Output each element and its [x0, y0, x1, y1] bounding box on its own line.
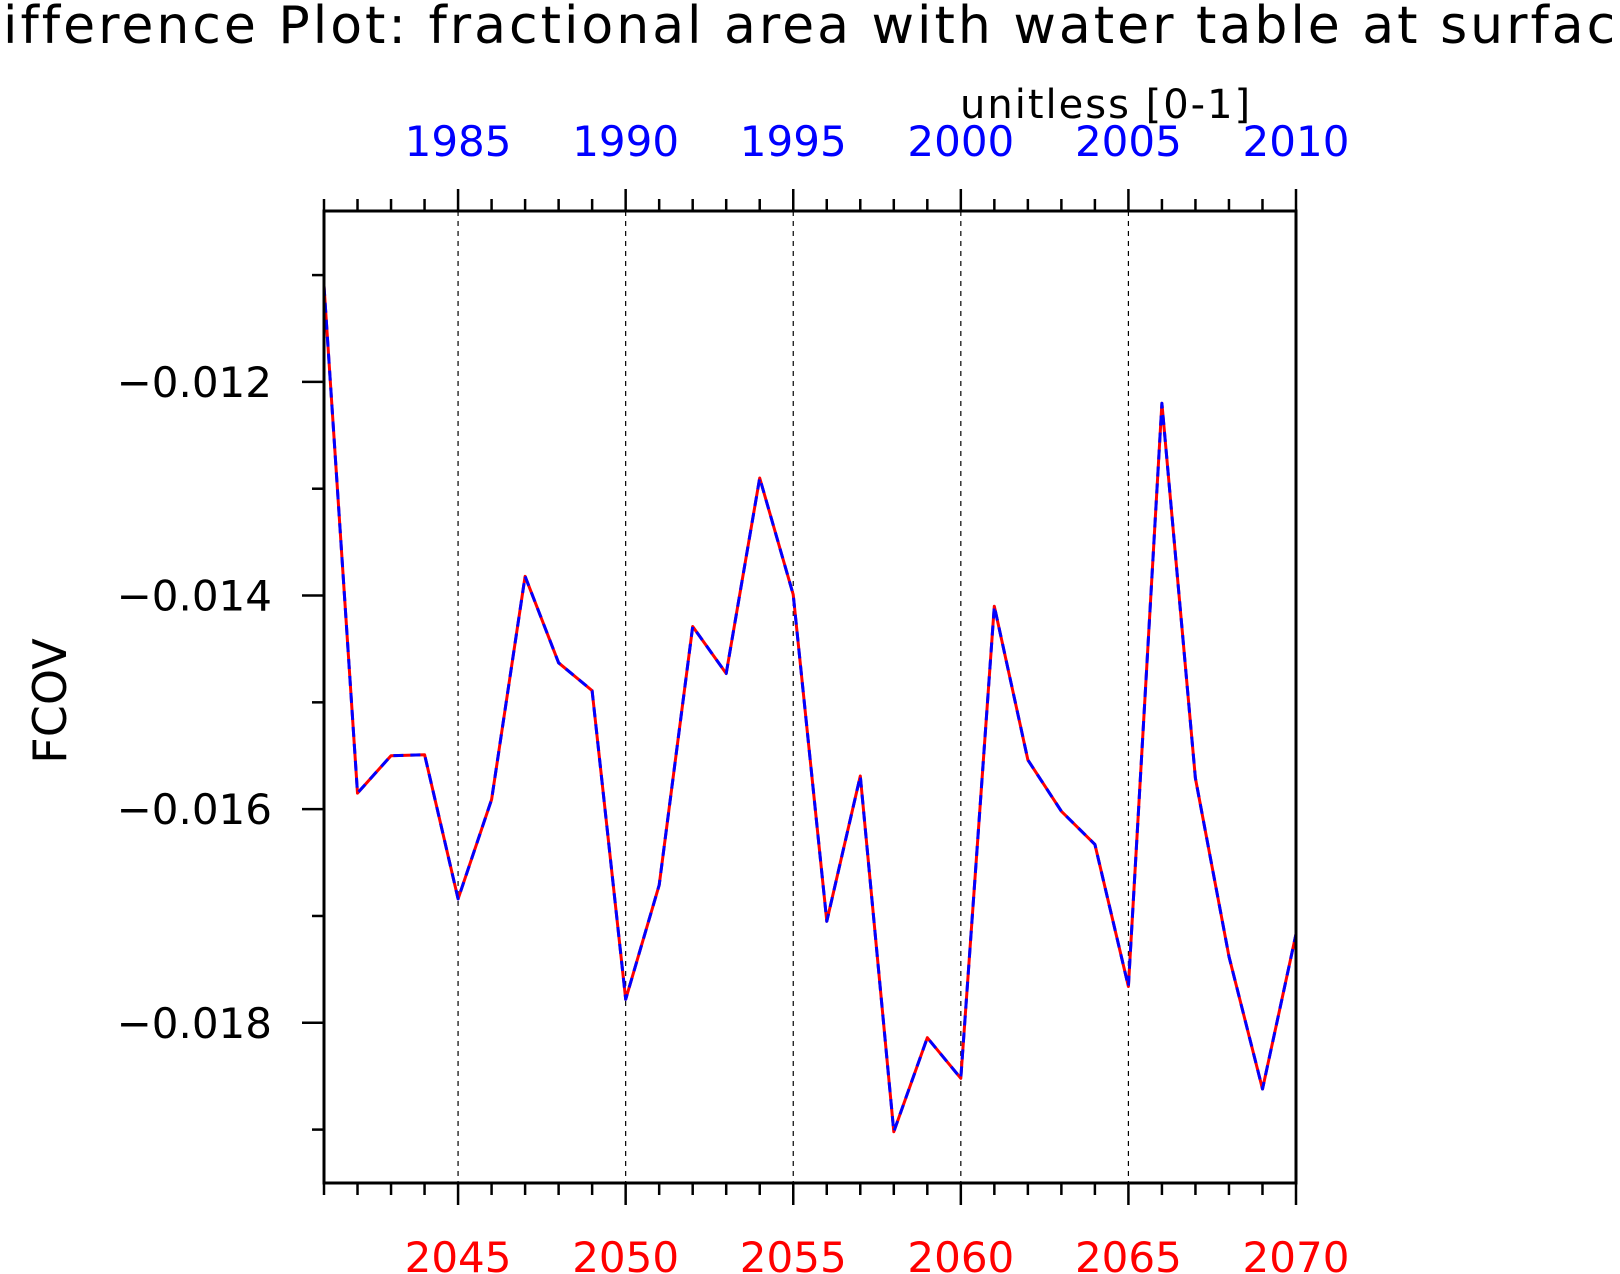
- x-bottom-tick-label: 2070: [1243, 1233, 1350, 1274]
- plot-frame: [322, 209, 1298, 1185]
- units-label: unitless [0-1]: [960, 82, 1252, 128]
- x-bottom-tick-label: 2060: [907, 1233, 1014, 1274]
- gridlines: [457, 211, 1130, 1183]
- x-top-tick-label: 1985: [405, 117, 512, 166]
- x-top-tick-label: 2010: [1243, 117, 1350, 166]
- x-bottom-tick-label: 2045: [405, 1233, 512, 1274]
- x-top-tick-label: 2005: [1075, 117, 1182, 166]
- x-bottom-tick-label: 2050: [572, 1233, 679, 1274]
- x-top-tick-label: 1990: [572, 117, 679, 166]
- x-bottom-tick-label: 2055: [740, 1233, 847, 1274]
- series-line-2: [322, 285, 1298, 1134]
- y-tick-label: −0.018: [117, 999, 272, 1048]
- x-top-tick-label: 1995: [740, 117, 847, 166]
- y-tick-label: −0.014: [117, 572, 272, 621]
- series-lines: [322, 285, 1298, 1134]
- x-bottom-tick-label: 2065: [1075, 1233, 1182, 1274]
- y-tick-label: −0.016: [117, 785, 272, 834]
- tick-labels: 2045 2050 2055 2060 2065 2070 1985 1990 1995 2000…: [117, 117, 1350, 1274]
- axis-ticks: [302, 189, 1298, 1205]
- y-axis-label: FCOV: [23, 638, 77, 764]
- chart-title: Difference Plot: fractional area with wa…: [0, 0, 1620, 56]
- series-line-1: [322, 285, 1298, 1134]
- y-tick-label: −0.012: [117, 358, 272, 407]
- x-top-tick-label: 2000: [907, 117, 1014, 166]
